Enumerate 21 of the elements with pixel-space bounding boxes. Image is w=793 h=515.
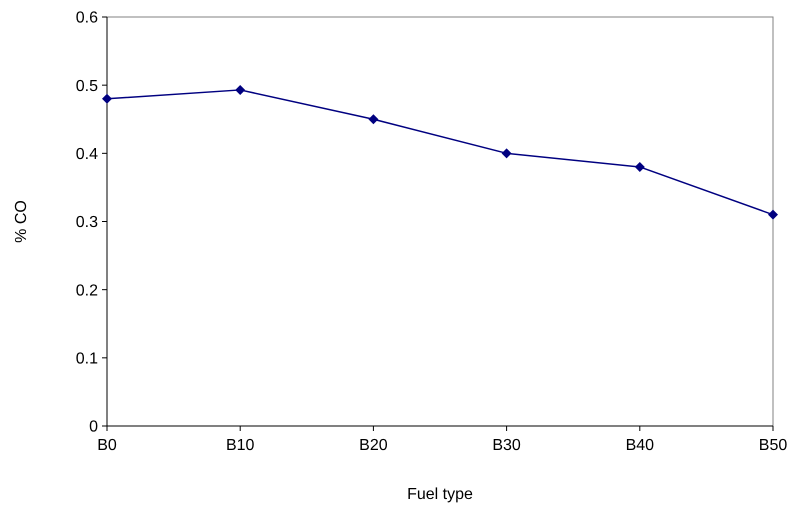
x-tick-label: B40: [626, 437, 654, 454]
x-tick-label: B30: [492, 437, 521, 454]
y-tick-label: 0.6: [76, 10, 98, 27]
point: [235, 84, 246, 95]
y-tick-label: 0: [89, 418, 98, 436]
y-axis-title: % CO: [13, 200, 30, 243]
point: [634, 162, 645, 172]
x-tick-label: B20: [359, 437, 388, 454]
point: [102, 94, 112, 104]
x-axis-title: Fuel type: [407, 486, 474, 503]
y-tick-label: 0.1: [76, 350, 98, 368]
point: [768, 210, 778, 220]
point: [502, 148, 512, 158]
y-tick-label: 0.3: [76, 214, 98, 232]
y-tick-label: 0.4: [76, 146, 98, 163]
y-tick-label: 0.5: [76, 78, 98, 95]
point: [368, 114, 378, 124]
x-tick-label: B50: [758, 437, 788, 454]
x-tick-label: B10: [226, 437, 255, 454]
x-tick-label: B0: [97, 437, 117, 454]
y-tick-label: 0.2: [76, 282, 98, 300]
